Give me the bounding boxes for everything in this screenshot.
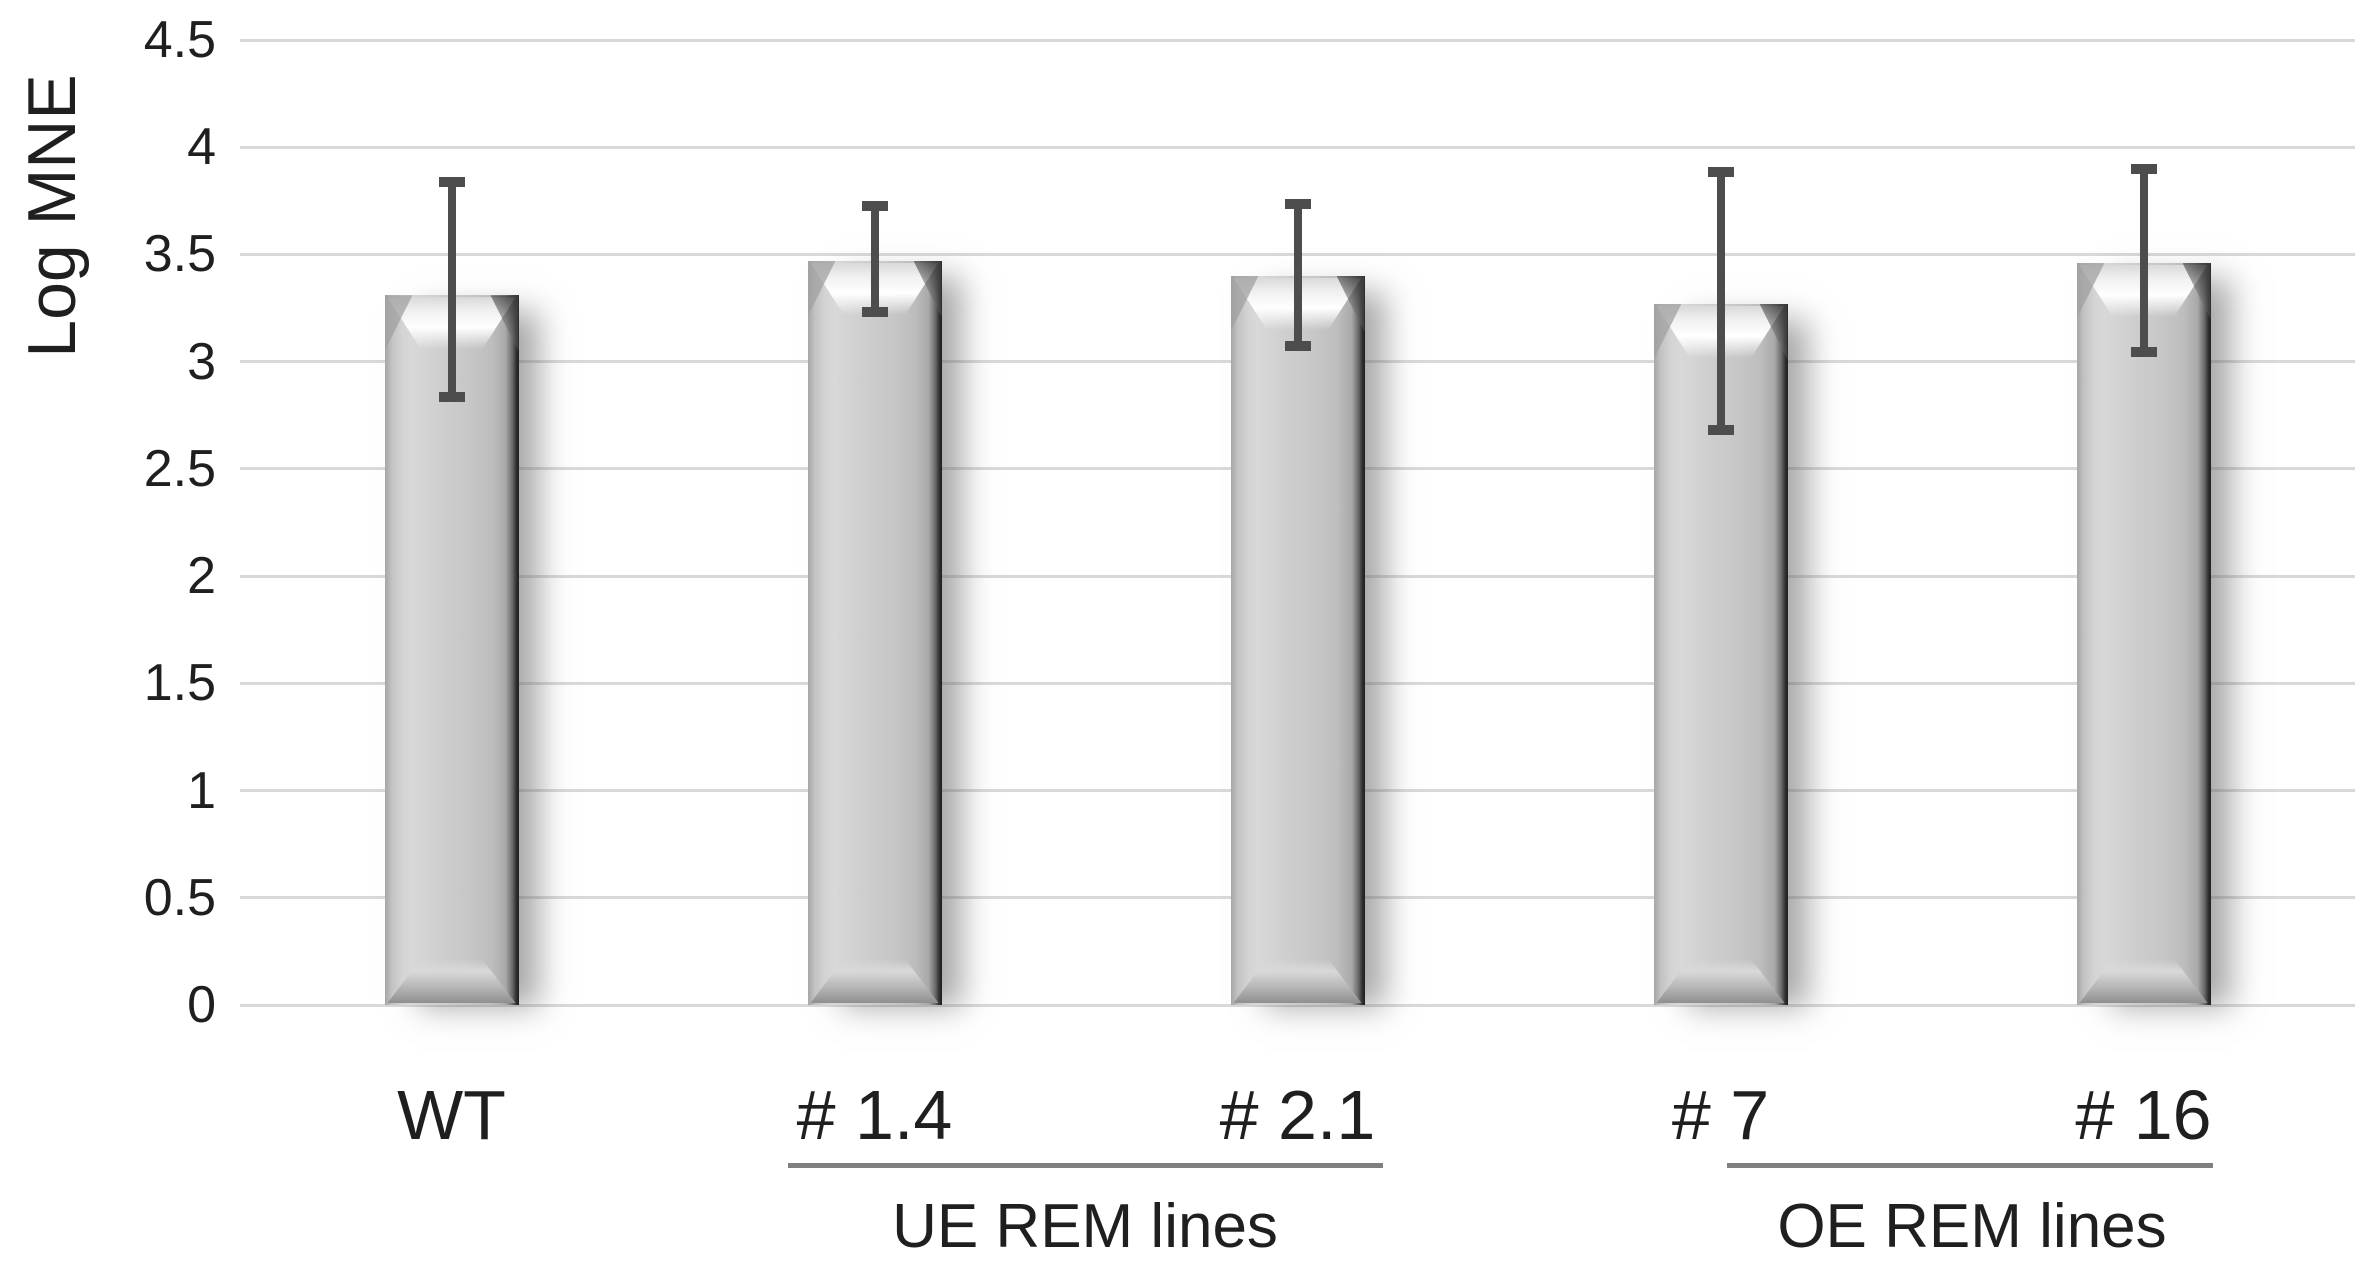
y-tick-label: 4 [187, 118, 216, 177]
y-tick-label: 3 [187, 332, 216, 391]
bar-error-bar [1707, 166, 1734, 435]
error-bar-stem [870, 200, 879, 317]
error-bar-bottom-cap [438, 392, 465, 403]
error-bar-top-cap [438, 177, 465, 188]
error-bar-stem [2139, 164, 2148, 358]
error-bar-bottom-cap [1707, 424, 1734, 435]
h-gridline [240, 38, 2355, 42]
error-bar-top-cap [861, 200, 888, 211]
error-bar-bottom-cap [1284, 340, 1311, 351]
y-tick-label: 4.5 [143, 11, 216, 69]
bar-bevel-shadow [1336, 275, 1365, 332]
error-bar-top-cap [1284, 198, 1311, 209]
error-bar-stem [447, 177, 456, 403]
y-tick-label: 2 [187, 547, 216, 606]
h-gridline [240, 1003, 2355, 1007]
bar-bevel-highlight [1230, 275, 1259, 332]
group-underline [1727, 1163, 2213, 1168]
group-underline [788, 1163, 1383, 1168]
category-label: # 2.1 [1219, 1076, 1376, 1154]
bar-error-bar [861, 200, 888, 317]
error-bar-bottom-cap [861, 306, 888, 317]
bar [384, 295, 519, 1005]
group-label: OE REM lines [1777, 1192, 2167, 1261]
bar [807, 260, 942, 1005]
bar-bevel-highlight [1653, 303, 1682, 360]
y-tick-label: 2.5 [143, 439, 216, 498]
bar-error-bar [438, 177, 465, 403]
bar-bevel-shadow [1759, 303, 1788, 360]
error-bar-stem [1716, 166, 1725, 435]
bar-bevel-highlight [807, 260, 836, 317]
group-label: UE REM lines [892, 1192, 1278, 1261]
y-tick-label: 1 [187, 761, 216, 820]
category-label: # 16 [2075, 1076, 2212, 1154]
bar [2076, 263, 2211, 1005]
y-tick-label: 1.5 [143, 654, 216, 713]
h-gridline [240, 145, 2355, 149]
y-tick-label: 3.5 [143, 225, 216, 284]
error-bar-top-cap [2130, 164, 2157, 175]
error-bar-bottom-cap [2130, 347, 2157, 358]
category-label: # 1.4 [796, 1076, 953, 1154]
bar-error-bar [1284, 198, 1311, 351]
y-tick-label: 0 [187, 976, 216, 1034]
bar-bevel-shadow [913, 260, 942, 317]
error-bar-stem [1293, 198, 1302, 351]
category-label: # 7 [1671, 1076, 1770, 1154]
y-tick-label: 0.5 [143, 868, 216, 927]
bar-bevel-highlight [2076, 263, 2105, 319]
bar-bevel-shadow [2182, 263, 2211, 319]
error-bar-top-cap [1707, 166, 1734, 177]
bar-bevel-shadow [490, 295, 519, 352]
bar [1230, 275, 1365, 1005]
bar-error-bar [2130, 164, 2157, 358]
category-label: WT [397, 1076, 506, 1154]
bar-bevel-highlight [384, 295, 413, 352]
